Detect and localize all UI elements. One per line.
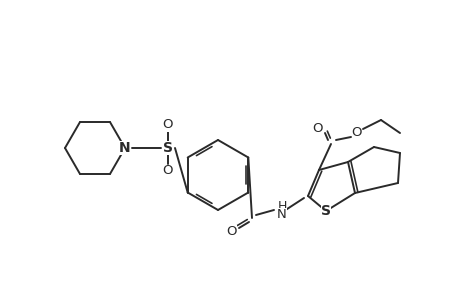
Text: O: O (312, 122, 323, 134)
Text: S: S (162, 141, 173, 155)
Text: H: H (277, 200, 286, 214)
Text: O: O (351, 127, 362, 140)
Text: S: S (320, 204, 330, 218)
Text: O: O (162, 164, 173, 178)
Text: O: O (162, 118, 173, 131)
Text: O: O (226, 226, 237, 238)
Text: N: N (276, 208, 286, 221)
Text: N: N (119, 141, 130, 155)
